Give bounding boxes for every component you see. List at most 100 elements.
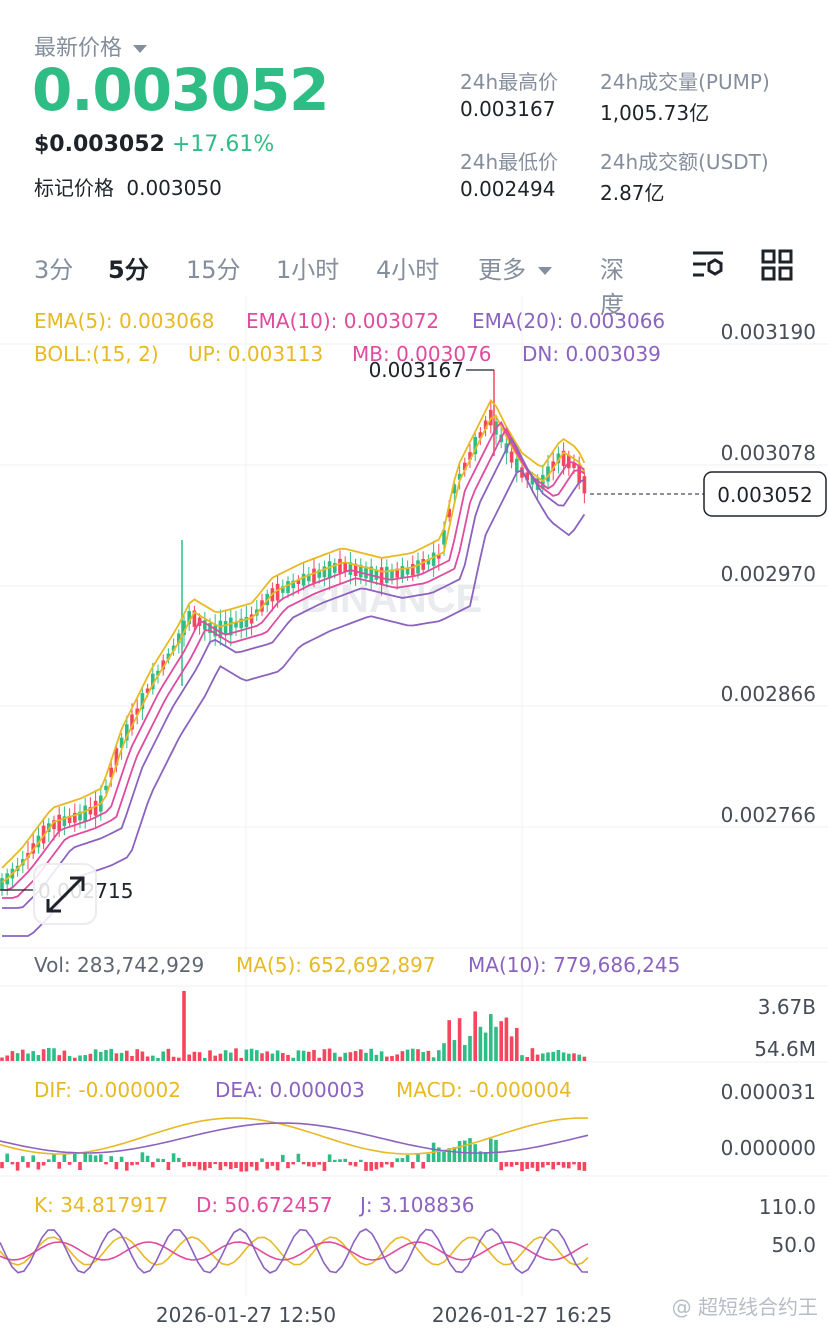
volume-axis-low: 54.6M xyxy=(754,1037,816,1061)
volume-bar xyxy=(582,1056,587,1061)
volume-bar xyxy=(333,1052,337,1061)
caret-down-icon xyxy=(537,267,552,275)
macd-bar xyxy=(489,1138,493,1162)
candle-body xyxy=(0,878,4,890)
tab-15m[interactable]: 15分 xyxy=(186,256,241,284)
kline-chart[interactable]: BINANCE EMA(5): 0.003068 EMA(10): 0.0030… xyxy=(0,296,828,1328)
tab-1h[interactable]: 1小时 xyxy=(276,256,340,284)
candle-body xyxy=(452,484,457,494)
macd-bar xyxy=(140,1152,145,1162)
candle-body xyxy=(312,568,316,583)
macd-bar xyxy=(93,1155,98,1162)
macd-bar xyxy=(151,1162,155,1168)
current-price-label: 0.003052 xyxy=(717,483,812,507)
tab-depth[interactable]: 深度 xyxy=(600,256,624,319)
grid-layout-icon[interactable] xyxy=(760,248,794,282)
macd-bar xyxy=(359,1159,363,1162)
current-price-box[interactable] xyxy=(703,471,827,517)
macd-bar xyxy=(499,1162,503,1171)
price-change: +17.61% xyxy=(172,132,275,157)
volume-bar xyxy=(301,1050,306,1061)
volume-bar xyxy=(291,1057,295,1061)
macd-bar xyxy=(36,1162,41,1170)
tab-more[interactable]: 更多 xyxy=(478,250,552,285)
candle-body xyxy=(125,724,129,741)
volume-bar xyxy=(447,1020,451,1061)
footer-watermark: @ 超短线合约王 xyxy=(672,1295,818,1319)
macd-dif-line xyxy=(0,1117,589,1155)
candle-body xyxy=(338,558,342,574)
volume-bar xyxy=(255,1050,259,1061)
volume-bar xyxy=(468,1035,472,1061)
latest-price-label[interactable]: 最新价格 xyxy=(34,30,148,62)
macd-bar xyxy=(130,1162,134,1166)
macd-bar xyxy=(182,1162,186,1168)
volume-bar xyxy=(197,1052,202,1061)
boll-mb-line xyxy=(2,426,585,899)
expand-arrows-icon xyxy=(46,876,85,913)
volume-bar xyxy=(504,1017,509,1061)
candle-body xyxy=(52,820,56,830)
volume-bar xyxy=(140,1051,145,1061)
macd-bar xyxy=(322,1162,327,1171)
candle-body xyxy=(78,811,82,821)
candle-body xyxy=(520,467,524,478)
candle-body xyxy=(57,814,61,832)
tab-5m[interactable]: 5分 xyxy=(108,256,149,284)
candle-body xyxy=(62,816,67,827)
tab-3m[interactable]: 3分 xyxy=(34,256,74,284)
macd-bar xyxy=(203,1162,207,1171)
macd-bar xyxy=(504,1162,509,1167)
volume-bar xyxy=(47,1048,51,1061)
macd-bar xyxy=(400,1158,405,1162)
volume-bar xyxy=(426,1050,431,1061)
macd-bar xyxy=(541,1162,545,1168)
macd-bar xyxy=(104,1162,108,1165)
candle-body xyxy=(296,579,301,584)
indicator-lines xyxy=(1,398,586,937)
volume-bar xyxy=(572,1053,576,1061)
macd-dea-line xyxy=(0,1122,589,1154)
volume-bar xyxy=(218,1053,223,1061)
volume-bar xyxy=(400,1051,405,1061)
volume-bar xyxy=(442,1043,446,1061)
volume-bar xyxy=(10,1051,15,1061)
macd-bar xyxy=(421,1162,425,1169)
indicator-settings-icon[interactable] xyxy=(690,248,726,282)
volume-bar xyxy=(171,1056,176,1061)
macd-bar xyxy=(187,1162,191,1167)
macd-bar xyxy=(192,1162,197,1167)
volume-bar xyxy=(416,1049,420,1061)
volume-value: 1,005.73亿 xyxy=(600,101,710,125)
tab-4h[interactable]: 4小时 xyxy=(376,256,440,284)
boll-legend: BOLL:(15, 2) xyxy=(34,342,159,366)
macd-bar xyxy=(312,1162,316,1167)
candle-body xyxy=(93,800,98,816)
volume-bar xyxy=(125,1050,129,1061)
volume-bar xyxy=(151,1055,155,1061)
macd-bar xyxy=(379,1162,384,1168)
volume-bar xyxy=(405,1049,410,1061)
macd-bar xyxy=(166,1162,171,1171)
macd-bar xyxy=(468,1138,472,1162)
volume-bar xyxy=(130,1055,134,1061)
volume-bar xyxy=(525,1056,529,1061)
candles-layer xyxy=(0,370,587,896)
macd-bar xyxy=(515,1162,519,1165)
volume-bar xyxy=(31,1051,35,1061)
volume-bar xyxy=(546,1052,550,1061)
candle-body xyxy=(67,815,72,824)
macd-bar xyxy=(483,1151,488,1162)
macd-bar xyxy=(10,1162,15,1165)
volume-bar xyxy=(156,1057,160,1061)
boll-up-line xyxy=(1,398,586,869)
ema10-legend: EMA(10): 0.003072 xyxy=(246,309,439,333)
volume-bar xyxy=(489,1014,493,1061)
volume-bar xyxy=(348,1052,353,1061)
low-label: 24h最低价 xyxy=(460,150,559,174)
expand-chart-button[interactable] xyxy=(33,863,97,925)
volume-legend: Vol: 283,742,929 xyxy=(34,953,204,977)
volume-bar xyxy=(21,1049,25,1061)
candle-body xyxy=(572,462,576,468)
candle-body xyxy=(364,566,368,579)
